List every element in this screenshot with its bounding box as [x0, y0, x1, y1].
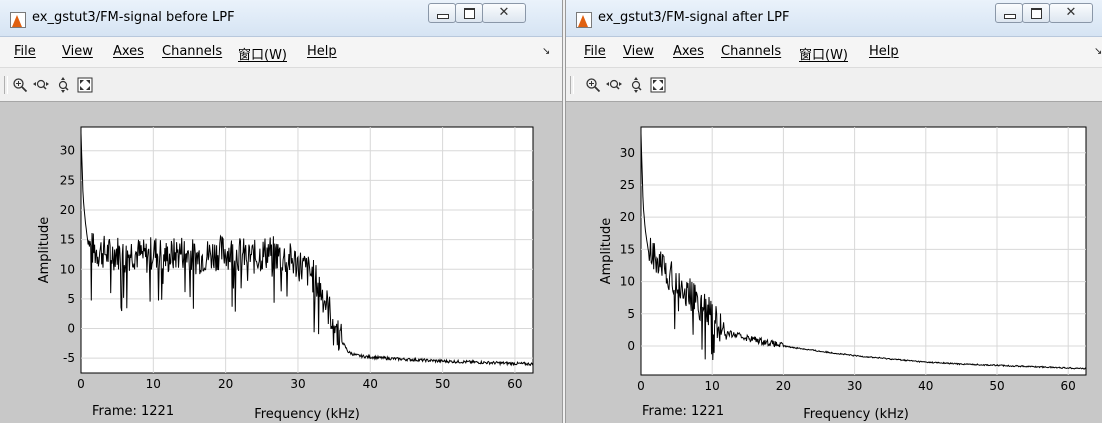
matlab-app-icon: [576, 12, 592, 28]
menu-channels[interactable]: Channels: [721, 44, 782, 59]
window-title: ex_gstut3/FM-signal before LPF: [32, 10, 235, 25]
maximize-button[interactable]: [455, 3, 483, 23]
x-tick-label: 30: [847, 379, 862, 393]
x-tick-label: 60: [507, 377, 522, 391]
x-tick-label: 60: [1061, 379, 1076, 393]
minimize-icon: [1004, 14, 1016, 19]
x-tick-label: 10: [146, 377, 161, 391]
toolbar: [566, 68, 1102, 102]
menu-channels[interactable]: Channels: [162, 44, 223, 59]
title-bar[interactable]: ex_gstut3/FM-signal after LPF ✕: [566, 0, 1102, 37]
minimize-icon: [437, 14, 449, 19]
x-tick-label: 40: [918, 379, 933, 393]
y-tick-label: 0: [627, 339, 635, 353]
menu-axes[interactable]: Axes: [113, 44, 144, 59]
y-tick-label: 0: [67, 322, 75, 336]
y-tick-label: 30: [60, 144, 75, 158]
spectrum-chart: 0 10 20 30 40 50 60 0 5 10 15 20 25 30 Amplitude Freq…: [599, 126, 1087, 422]
zoom-in-icon[interactable]: [12, 77, 28, 93]
x-tick-label: 0: [77, 377, 85, 391]
dock-arrow-icon[interactable]: ↘: [1094, 46, 1102, 57]
zoom-x-icon[interactable]: [33, 77, 49, 93]
frame-label: Frame: 1221: [642, 404, 724, 419]
scope-window-before-lpf: ex_gstut3/FM-signal before LPF ✕ File Vi…: [0, 0, 562, 423]
y-tick-label: 30: [620, 146, 635, 160]
scope-plot-area: 0 10 20 30 40 50 60 0 5 10 15 20 25 30 Amplitude Freq…: [566, 102, 1102, 423]
menu-bar: File View Axes Channels 窗口(W) Help ↘: [0, 37, 562, 68]
y-tick-label: 5: [627, 307, 635, 321]
menu-bar: File View Axes Channels 窗口(W) Help ↘: [566, 37, 1102, 68]
menu-help[interactable]: Help: [307, 44, 337, 59]
y-tick-label: -5: [63, 351, 75, 365]
x-tick-label: 50: [435, 377, 450, 391]
minimize-button[interactable]: [428, 3, 456, 23]
x-tick-label: 50: [989, 379, 1004, 393]
x-tick-label: 20: [218, 377, 233, 391]
y-tick-label: 15: [60, 233, 75, 247]
zoom-x-icon[interactable]: [606, 77, 622, 93]
window-controls: ✕: [428, 3, 526, 23]
scope-window-after-lpf: ex_gstut3/FM-signal after LPF ✕ File Vie…: [566, 0, 1102, 423]
spectrum-line: [80, 132, 534, 367]
maximize-button[interactable]: [1022, 3, 1050, 23]
y-axis-label: Amplitude: [37, 217, 52, 284]
close-button[interactable]: ✕: [482, 3, 526, 23]
zoom-y-icon[interactable]: [55, 77, 71, 93]
x-axis-label: Frequency (kHz): [803, 407, 909, 422]
y-tick-label: 20: [60, 203, 75, 217]
autoscale-icon[interactable]: [77, 77, 93, 93]
y-tick-label: 25: [60, 173, 75, 187]
menu-view[interactable]: View: [623, 44, 654, 59]
window-title: ex_gstut3/FM-signal after LPF: [598, 10, 790, 25]
y-axis-label: Amplitude: [599, 218, 614, 285]
y-tick-label: 25: [620, 178, 635, 192]
close-icon: ✕: [498, 5, 510, 20]
dock-arrow-icon[interactable]: ↘: [542, 46, 551, 57]
minimize-button[interactable]: [995, 3, 1023, 23]
y-tick-label: 20: [620, 210, 635, 224]
menu-window[interactable]: 窗口(W): [799, 48, 848, 63]
menu-file[interactable]: File: [584, 44, 606, 59]
matlab-app-icon: [10, 12, 26, 28]
menu-view[interactable]: View: [62, 44, 93, 59]
toolbar: [0, 68, 562, 102]
x-tick-label: 40: [363, 377, 378, 391]
maximize-icon: [1031, 8, 1042, 19]
axes-background: [640, 126, 1087, 376]
y-tick-label: 5: [67, 292, 75, 306]
menu-file[interactable]: File: [14, 44, 36, 59]
title-bar[interactable]: ex_gstut3/FM-signal before LPF ✕: [0, 0, 562, 37]
menu-window[interactable]: 窗口(W): [238, 48, 287, 63]
toolbar-separator: [570, 76, 574, 94]
x-tick-label: 30: [290, 377, 305, 391]
zoom-in-icon[interactable]: [585, 77, 601, 93]
autoscale-icon[interactable]: [650, 77, 666, 93]
zoom-y-icon[interactable]: [628, 77, 644, 93]
x-tick-label: 20: [776, 379, 791, 393]
maximize-icon: [464, 8, 475, 19]
y-tick-label: 10: [60, 262, 75, 276]
x-axis-label: Frequency (kHz): [254, 407, 360, 422]
close-button[interactable]: ✕: [1049, 3, 1093, 23]
y-tick-label: 10: [620, 275, 635, 289]
y-tick-label: 15: [620, 242, 635, 256]
window-gap: [562, 0, 566, 423]
menu-axes[interactable]: Axes: [673, 44, 704, 59]
close-icon: ✕: [1065, 5, 1077, 20]
frame-label: Frame: 1221: [92, 404, 174, 419]
menu-help[interactable]: Help: [869, 44, 899, 59]
spectrum-line: [640, 133, 1087, 370]
x-tick-label: 10: [705, 379, 720, 393]
window-controls: ✕: [995, 3, 1093, 23]
x-tick-label: 0: [637, 379, 645, 393]
toolbar-separator: [4, 76, 8, 94]
scope-plot-area: 0 10 20 30 40 50 60 -5 0 5 10 15 20 25 30 Amplitude Fr…: [0, 102, 562, 423]
